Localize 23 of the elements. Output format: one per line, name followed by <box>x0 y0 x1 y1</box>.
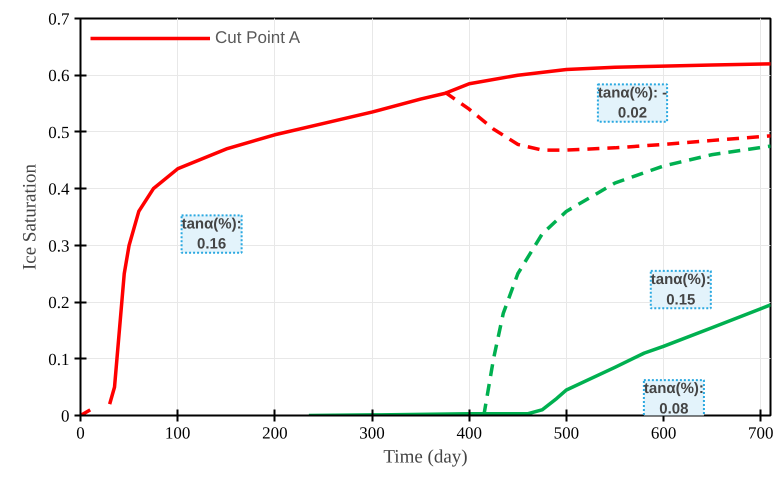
x-axis-title: Time (day) <box>383 446 468 468</box>
y-tick-label: 0 <box>61 406 70 426</box>
y-tick-label: 0.4 <box>48 180 70 199</box>
y-tick-label: 0.6 <box>48 66 70 86</box>
x-tick-label: 100 <box>164 424 190 442</box>
y-tick-label: 0.5 <box>48 122 70 142</box>
y-tick-label: 0.3 <box>48 236 70 256</box>
x-tick-label: 700 <box>748 424 774 442</box>
y-tick-label: 0.1 <box>48 350 70 369</box>
annotation: tanα(%): 0.08 <box>644 380 704 418</box>
x-tick-label: 300 <box>359 424 385 442</box>
annotation: tanα(%): - 0.02 <box>598 84 668 122</box>
x-tick-label: 200 <box>262 424 288 442</box>
y-tick-label: 0.2 <box>48 293 70 312</box>
y-tick-label: 0.7 <box>48 10 70 28</box>
x-tick-label: 500 <box>554 424 580 442</box>
text: Cut Point A <box>215 28 300 48</box>
x-tick-label: 400 <box>456 424 482 442</box>
x-tick-label: 0 <box>76 424 85 442</box>
x-tick-label: 600 <box>650 424 676 442</box>
annotation: tanα(%): 0.15 <box>650 270 711 308</box>
y-axis-title: Ice Saturation <box>19 163 40 270</box>
annotation: tanα(%): 0.16 <box>182 215 242 253</box>
